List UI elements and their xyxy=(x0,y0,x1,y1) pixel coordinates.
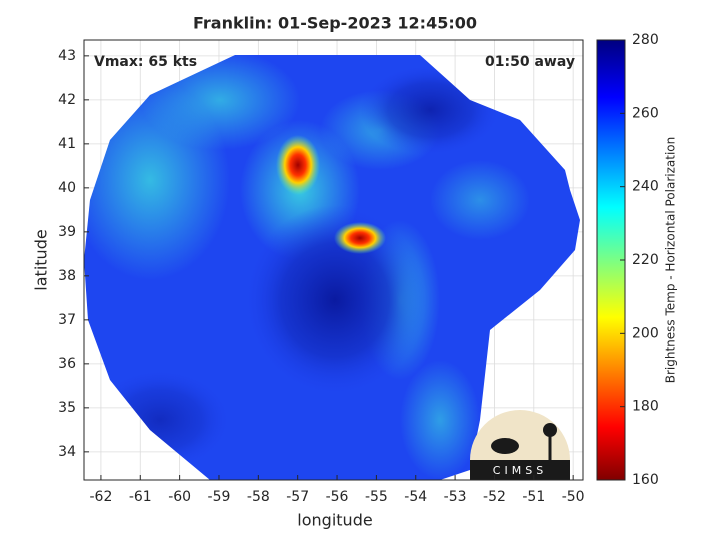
y-tick-label: 42 xyxy=(58,92,76,108)
x-tick-label: -59 xyxy=(208,489,231,505)
colorbar-label: Brightness Temp - Horizontal Polarizatio… xyxy=(664,137,678,384)
chart-title: Franklin: 01-Sep-2023 12:45:00 xyxy=(193,14,477,33)
y-tick-label: 43 xyxy=(58,48,76,64)
y-tick-label: 37 xyxy=(58,312,76,328)
x-tick-label: -61 xyxy=(129,489,152,505)
y-tick-label: 41 xyxy=(58,136,76,152)
x-tick-label: -51 xyxy=(522,489,545,505)
colorbar-tick-label: 160 xyxy=(632,472,659,488)
x-tick-label: -62 xyxy=(89,489,112,505)
x-tick-label: -60 xyxy=(168,489,191,505)
annotation: Vmax: 65 kts xyxy=(94,54,197,70)
y-tick-label: 39 xyxy=(58,224,76,240)
x-axis-label: longitude xyxy=(297,511,372,530)
x-tick-label: -54 xyxy=(404,489,427,505)
x-tick-label: -53 xyxy=(444,489,467,505)
colorbar-tick-label: 200 xyxy=(632,325,659,341)
y-axis-label: latitude xyxy=(32,229,51,290)
x-tick-label: -55 xyxy=(365,489,388,505)
annotation: 01:50 away xyxy=(485,54,575,70)
x-tick-label: -57 xyxy=(286,489,309,505)
x-tick-label: -56 xyxy=(326,489,349,505)
colorbar-tick-label: 280 xyxy=(632,32,659,48)
colorbar-tick-label: 220 xyxy=(632,252,659,268)
y-tick-label: 36 xyxy=(58,356,76,372)
y-tick-label: 38 xyxy=(58,268,76,284)
x-tick-label: -52 xyxy=(483,489,506,505)
y-tick-label: 34 xyxy=(58,444,76,460)
x-tick-label: -50 xyxy=(562,489,585,505)
logo-text: CIMSS xyxy=(493,464,547,477)
colorbar-tick-label: 180 xyxy=(632,399,659,415)
colorbar-tick-label: 240 xyxy=(632,179,659,195)
cimss-logo: CIMSS xyxy=(470,410,570,480)
y-tick-label: 40 xyxy=(58,180,76,196)
y-tick-label: 35 xyxy=(58,400,76,416)
colorbar-tick-label: 260 xyxy=(632,105,659,121)
x-tick-label: -58 xyxy=(247,489,270,505)
plot-frame xyxy=(83,39,584,481)
